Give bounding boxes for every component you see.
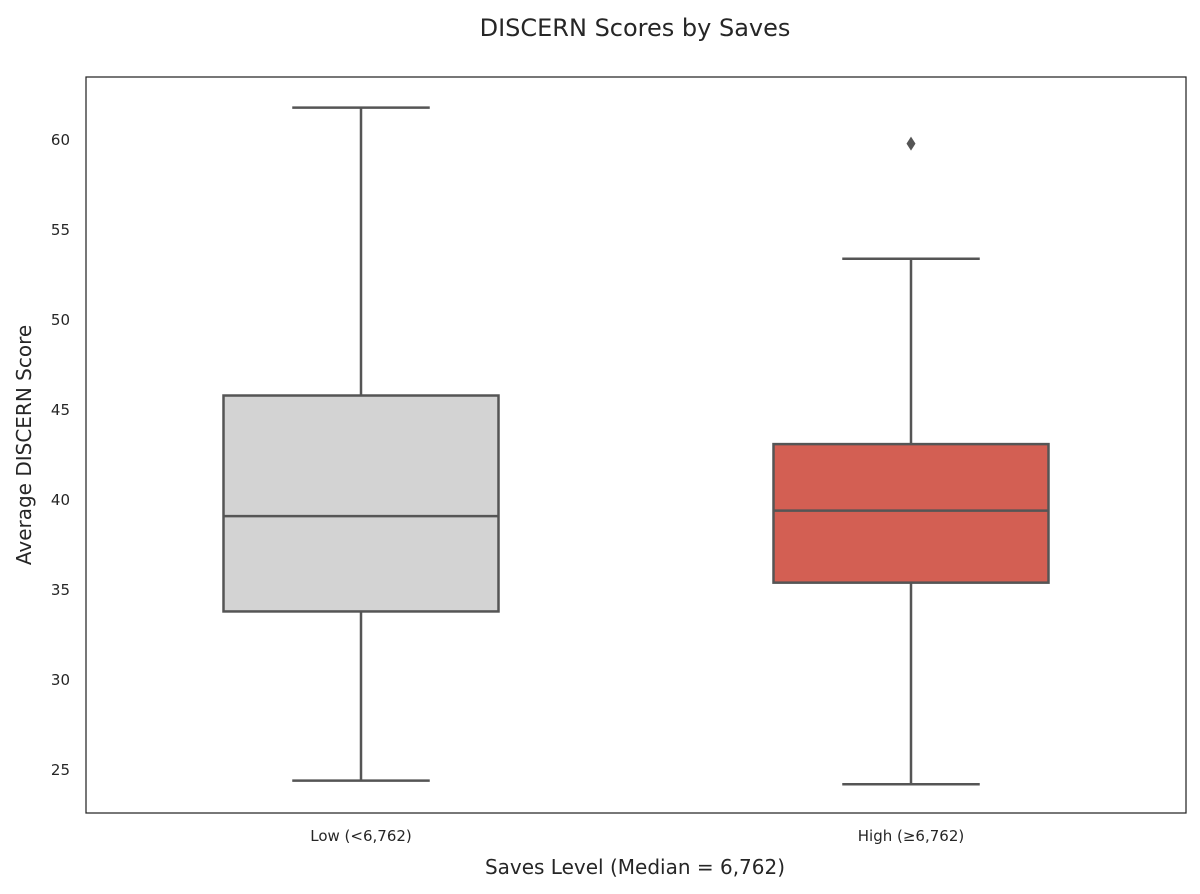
x-axis-label: Saves Level (Median = 6,762) xyxy=(485,855,785,879)
outlier-point xyxy=(906,136,916,151)
y-tick-label: 25 xyxy=(51,761,70,779)
plot-area-frame xyxy=(85,76,1187,814)
box-plot-item xyxy=(772,136,1050,786)
y-tick-label: 55 xyxy=(51,221,70,239)
y-axis-label: Average DISCERN Score xyxy=(12,325,36,565)
x-tick-label: High (≥6,762) xyxy=(858,827,964,845)
y-tick-label: 40 xyxy=(51,491,70,509)
y-tick-label: 50 xyxy=(51,311,70,329)
box-plot-item xyxy=(222,106,500,782)
y-axis-ticks: 25 30 35 40 45 50 55 60 xyxy=(51,131,70,779)
iqr-box xyxy=(222,394,500,613)
y-tick-label: 60 xyxy=(51,131,70,149)
y-tick-label: 30 xyxy=(51,671,70,689)
x-tick-label: Low (<6,762) xyxy=(310,827,412,845)
y-tick-label: 35 xyxy=(51,581,70,599)
y-tick-label: 45 xyxy=(51,401,70,419)
x-axis-ticks: Low (<6,762) High (≥6,762) xyxy=(310,827,964,845)
iqr-box xyxy=(772,442,1050,584)
chart-title: DISCERN Scores by Saves xyxy=(480,14,791,42)
box-series xyxy=(222,106,1050,786)
